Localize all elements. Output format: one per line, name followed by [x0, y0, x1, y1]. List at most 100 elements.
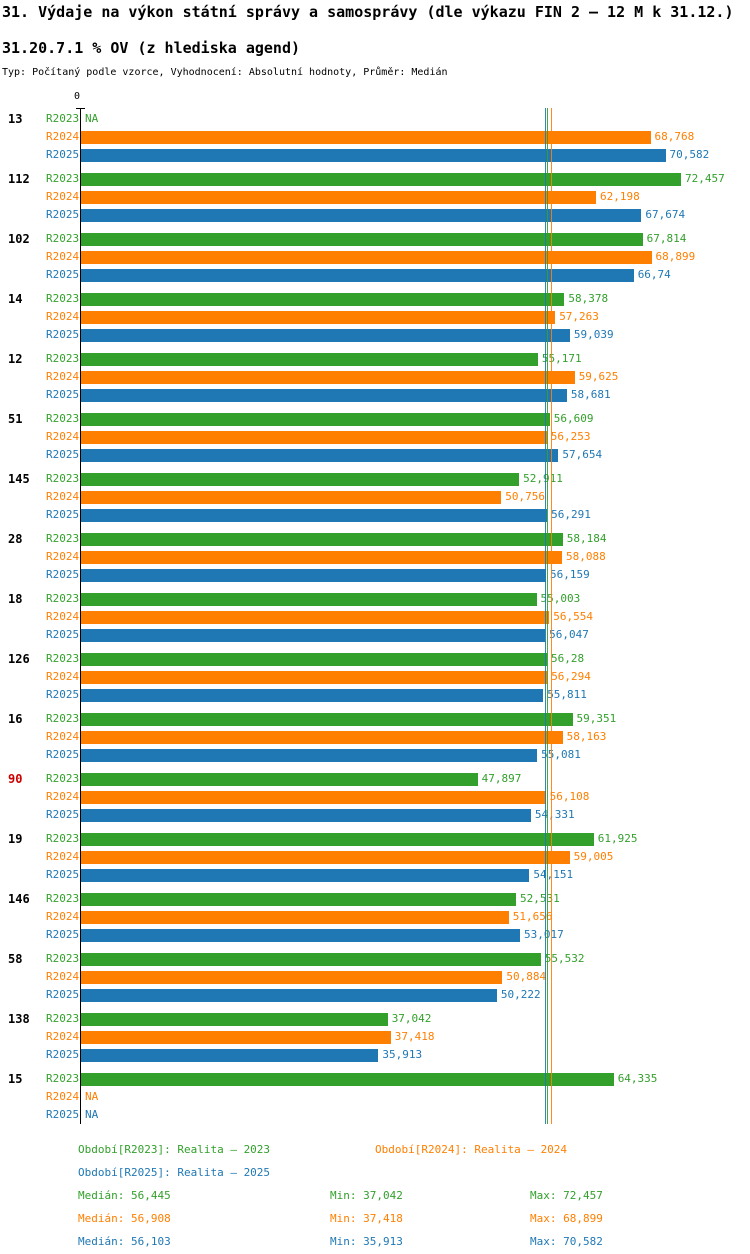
- group-label: 112: [8, 172, 30, 186]
- bar-r2023: [81, 472, 520, 486]
- median-stat-r2025: Medián: 56,103: [78, 1235, 171, 1248]
- bar-r2024: [81, 910, 509, 924]
- bar-value-label: NA: [85, 1108, 99, 1121]
- bar-value-label: 56,291: [551, 508, 591, 521]
- bar-value-label: 59,351: [576, 712, 617, 725]
- bar-r2024: [81, 310, 556, 324]
- series-label-r2025: R2025: [46, 568, 80, 581]
- legend-period-r2025: Období[R2025]: Realita – 2025: [78, 1166, 271, 1179]
- bar-value-label: 56,294: [551, 670, 591, 683]
- bar-row: R2024 56,554: [46, 608, 750, 626]
- bar-row: R2023 37,042: [46, 1010, 750, 1028]
- bar-track: 56,047: [80, 626, 750, 644]
- group-label: 18: [8, 592, 23, 606]
- bar-r2025: [81, 328, 570, 342]
- bar-track: 59,005: [80, 848, 750, 866]
- bar-value-label: 56,554: [553, 610, 594, 623]
- bar-group: 145 R2023 52,911 R2024 50,756 R2025 56,291: [0, 470, 750, 524]
- bar-row: R2025 56,047: [46, 626, 750, 644]
- series-label-r2024: R2024: [46, 370, 80, 383]
- bar-value-label: 64,335: [617, 1072, 658, 1085]
- series-label-r2025: R2025: [46, 1108, 80, 1121]
- bar-row: R2024 56,253: [46, 428, 750, 446]
- bar-track: 51,656: [80, 908, 750, 926]
- series-label-r2024: R2024: [46, 130, 80, 143]
- bar-track: 56,554: [80, 608, 750, 626]
- series-label-r2023: R2023: [46, 1012, 80, 1025]
- bar-group: 13 R2023 NA R2024 68,768 R2025 70,582: [0, 110, 750, 164]
- bar-value-label: 68,768: [654, 130, 695, 143]
- bar-track: 52,531: [80, 890, 750, 908]
- series-label-r2023: R2023: [46, 532, 80, 545]
- series-label-r2023: R2023: [46, 712, 80, 725]
- bar-row: R2025 57,654: [46, 446, 750, 464]
- bar-value-label: 62,198: [600, 190, 640, 203]
- bar-row: R2025 59,039: [46, 326, 750, 344]
- bar-track: 52,911: [80, 470, 750, 488]
- bar-track: 68,899: [80, 248, 750, 266]
- min-stat-r2025: Min: 35,913: [330, 1235, 403, 1248]
- bar-value-label: 56,609: [553, 412, 594, 425]
- bar-r2023: [81, 172, 681, 186]
- bar-value-label: 61,925: [597, 832, 638, 845]
- group-label: 145: [8, 472, 30, 486]
- bar-value-label: 50,222: [500, 988, 541, 1001]
- min-stat-r2023: Min: 37,042: [330, 1189, 403, 1202]
- bar-row: R2023 NA: [46, 110, 750, 128]
- bar-r2024: [81, 370, 575, 384]
- bar-track: NA: [80, 1088, 750, 1106]
- report-subtitle: 31.20.7.1 % OV (z hlediska agend): [2, 39, 301, 57]
- bar-groups-container: 13 R2023 NA R2024 68,768 R2025 70,582 112 R2023 7…: [0, 108, 750, 1124]
- bar-value-label: 55,811: [547, 688, 587, 701]
- bar-value-label: 37,042: [391, 1012, 432, 1025]
- bar-track: 55,811: [80, 686, 750, 704]
- bar-row: R2023 55,003: [46, 590, 750, 608]
- bar-value-label: 56,108: [549, 790, 590, 803]
- bar-row: R2023 55,532: [46, 950, 750, 968]
- series-label-r2025: R2025: [46, 448, 80, 461]
- median-stat-r2024: Medián: 56,908: [78, 1212, 171, 1225]
- bar-row: R2024 59,005: [46, 848, 750, 866]
- bar-value-label: 66,74: [637, 268, 671, 281]
- bar-track: 66,74: [80, 266, 750, 284]
- group-label: 16: [8, 712, 23, 726]
- group-label: 58: [8, 952, 23, 966]
- series-label-r2024: R2024: [46, 850, 80, 863]
- series-label-r2025: R2025: [46, 988, 80, 1001]
- bar-track: 61,925: [80, 830, 750, 848]
- group-label: 138: [8, 1012, 30, 1026]
- bar-r2025: [81, 868, 530, 882]
- bar-r2024: [81, 490, 502, 504]
- bar-value-label: 58,378: [568, 292, 609, 305]
- bar-track: 50,222: [80, 986, 750, 1004]
- bar-row: R2023 59,351: [46, 710, 750, 728]
- series-label-r2024: R2024: [46, 610, 80, 623]
- bar-value-label: 55,003: [540, 592, 581, 605]
- bar-value-label: 37,418: [394, 1030, 435, 1043]
- series-label-r2024: R2024: [46, 1090, 80, 1103]
- bar-track: 57,263: [80, 308, 750, 326]
- bar-group: 19 R2023 61,925 R2024 59,005 R2025 54,151: [0, 830, 750, 884]
- bar-value-label: 56,047: [549, 628, 589, 641]
- group-label: 90: [8, 772, 23, 786]
- series-label-r2023: R2023: [46, 172, 80, 185]
- bar-r2025: [81, 808, 531, 822]
- series-label-r2025: R2025: [46, 148, 80, 161]
- series-label-r2025: R2025: [46, 928, 80, 941]
- bar-r2023: [81, 772, 478, 786]
- bar-value-label: 50,884: [506, 970, 547, 983]
- series-label-r2025: R2025: [46, 1048, 80, 1061]
- bar-value-label: NA: [85, 112, 99, 125]
- series-label-r2024: R2024: [46, 490, 80, 503]
- bar-group: 58 R2023 55,532 R2024 50,884 R2025 50,222: [0, 950, 750, 1004]
- bar-row: R2024 68,768: [46, 128, 750, 146]
- bar-row: R2023 52,911: [46, 470, 750, 488]
- bar-r2024: [81, 130, 651, 144]
- series-label-r2025: R2025: [46, 508, 80, 521]
- series-label-r2024: R2024: [46, 910, 80, 923]
- series-label-r2023: R2023: [46, 892, 80, 905]
- bar-track: 37,418: [80, 1028, 750, 1046]
- bar-row: R2023 61,925: [46, 830, 750, 848]
- bar-value-label: 68,899: [655, 250, 696, 263]
- bar-r2025: [81, 508, 548, 522]
